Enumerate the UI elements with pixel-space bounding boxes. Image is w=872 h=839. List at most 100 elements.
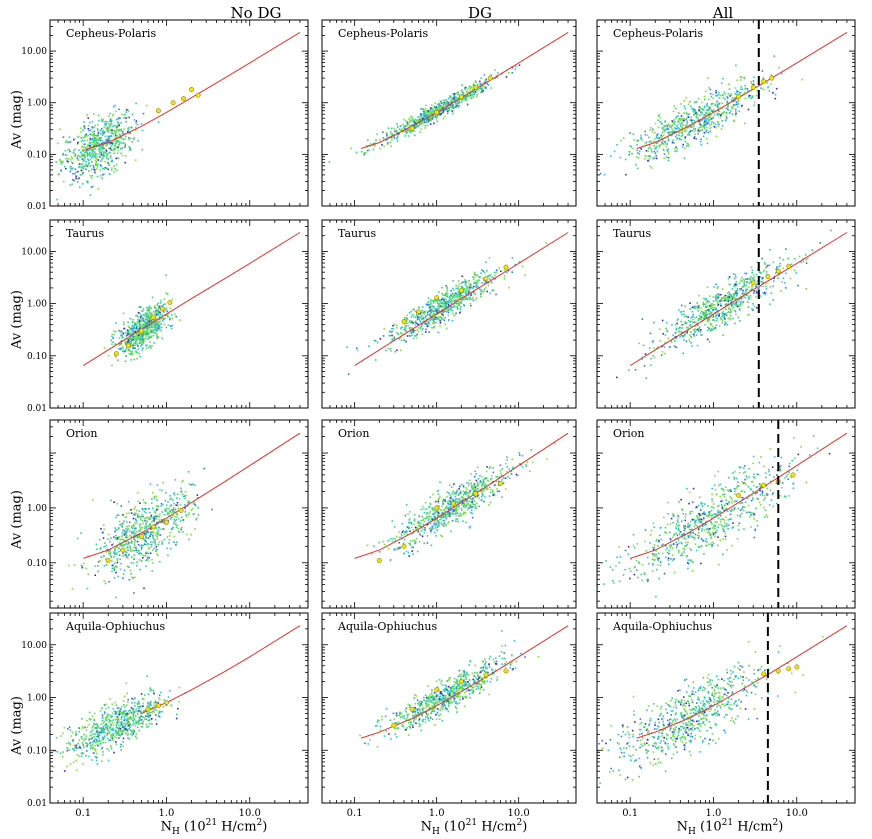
- density-point: [452, 107, 455, 110]
- density-point: [651, 341, 654, 343]
- density-cloud: [597, 55, 803, 176]
- density-point: [414, 119, 417, 122]
- density-point: [710, 305, 712, 308]
- density-point: [91, 175, 94, 177]
- density-point: [737, 301, 739, 303]
- density-point: [450, 97, 453, 99]
- y-tick-label: 10.00: [21, 247, 47, 257]
- density-point: [124, 155, 127, 157]
- density-point: [396, 130, 398, 132]
- density-point: [700, 125, 702, 127]
- y-tick-label: 10.00: [21, 47, 47, 57]
- density-point: [445, 303, 448, 306]
- density-point: [162, 303, 165, 306]
- density-point: [434, 116, 436, 118]
- density-point: [713, 327, 716, 329]
- density-point: [135, 334, 137, 337]
- density-point: [673, 105, 675, 107]
- density-point: [681, 132, 684, 135]
- density-point: [511, 71, 514, 74]
- density-point: [427, 110, 429, 112]
- density-point: [120, 152, 122, 155]
- density-point: [645, 149, 648, 152]
- density-point: [439, 114, 441, 117]
- density-point: [453, 289, 455, 291]
- density-point: [772, 92, 774, 94]
- density-point: [442, 311, 445, 314]
- density-point: [658, 140, 661, 143]
- density-point: [406, 130, 408, 132]
- density-point: [87, 158, 89, 160]
- density-point: [776, 266, 778, 268]
- density-point: [697, 310, 700, 312]
- density-point: [718, 113, 720, 115]
- density-point: [418, 306, 421, 309]
- panel-frame: [49, 19, 309, 207]
- density-point: [444, 317, 446, 319]
- panel-frame: [596, 219, 856, 409]
- density-point: [109, 141, 111, 144]
- density-point: [391, 339, 394, 341]
- density-point: [720, 128, 723, 130]
- density-point: [80, 163, 82, 166]
- density-point: [135, 126, 137, 129]
- density-point: [708, 116, 711, 119]
- density-point: [686, 120, 688, 123]
- density-point: [427, 322, 429, 325]
- density-point: [156, 326, 158, 328]
- density-point: [150, 320, 153, 323]
- density-point: [89, 139, 91, 141]
- density-point: [663, 130, 666, 133]
- density-point: [443, 298, 445, 300]
- density-point: [480, 83, 483, 85]
- density-point: [680, 310, 683, 313]
- density-point: [628, 150, 630, 153]
- density-point: [412, 321, 414, 324]
- density-point: [707, 77, 709, 79]
- density-point: [721, 125, 724, 127]
- density-point: [795, 272, 798, 274]
- density-point: [108, 127, 110, 129]
- density-point: [455, 300, 457, 302]
- density-point: [603, 173, 606, 176]
- density-point: [72, 172, 74, 175]
- density-point: [111, 333, 113, 336]
- density-point: [143, 330, 145, 333]
- density-point: [389, 141, 392, 144]
- density-point: [73, 149, 75, 152]
- density-point: [143, 329, 146, 332]
- density-point: [423, 115, 426, 117]
- density-point: [411, 117, 413, 120]
- density-point: [149, 318, 152, 321]
- density-point: [755, 296, 757, 298]
- density-point: [111, 142, 113, 144]
- density-point: [456, 104, 458, 107]
- density-point: [478, 279, 480, 281]
- density-point: [666, 125, 669, 128]
- density-point: [151, 296, 154, 299]
- density-point: [452, 287, 454, 290]
- density-point: [140, 324, 142, 327]
- density-point: [736, 105, 739, 108]
- density-point: [154, 322, 157, 324]
- density-point: [86, 114, 88, 116]
- density-point: [465, 99, 468, 101]
- density-point: [163, 298, 166, 300]
- density-point: [127, 110, 130, 113]
- density-point: [113, 124, 116, 127]
- density-point: [486, 270, 488, 272]
- density-point: [644, 142, 647, 144]
- density-point: [697, 117, 699, 119]
- density-point: [431, 112, 433, 115]
- density-point: [495, 76, 498, 79]
- density-point: [109, 143, 112, 145]
- density-point: [419, 321, 422, 323]
- density-point: [756, 283, 758, 286]
- density-point: [391, 139, 393, 141]
- density-point: [56, 198, 58, 201]
- density-point: [486, 275, 489, 277]
- density-point: [448, 107, 451, 109]
- density-point: [157, 327, 159, 330]
- density-point: [418, 318, 421, 320]
- density-point: [459, 302, 462, 304]
